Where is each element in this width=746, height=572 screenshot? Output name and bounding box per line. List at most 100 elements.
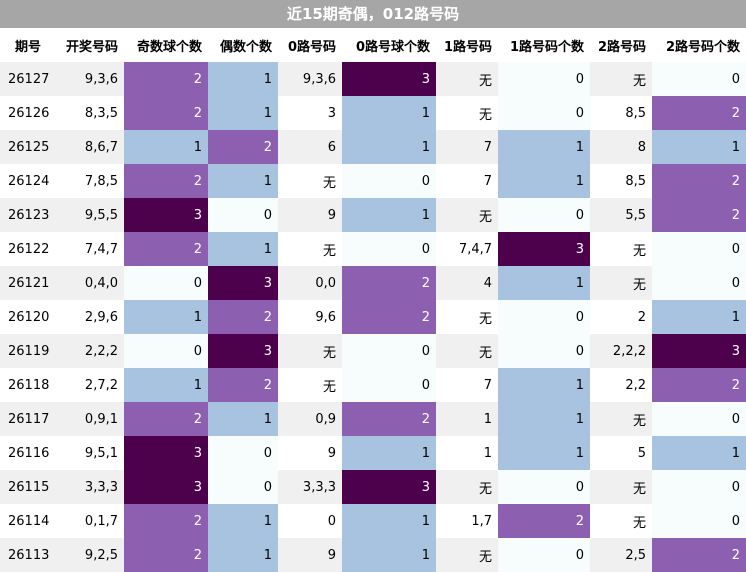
- table-row: 26115 3,3,3 3 0 3,3,3 3 无 0 无 0: [0, 470, 746, 504]
- cell-draw-numbers: 0,9,1: [56, 402, 124, 436]
- cell-odd-count: 2: [124, 164, 208, 198]
- cell-even-count: 2: [208, 300, 278, 334]
- cell-route0-numbers: 9,6: [278, 300, 342, 334]
- cell-route2-numbers: 5: [590, 436, 652, 470]
- cell-route0-count: 1: [342, 436, 436, 470]
- cell-route0-count: 2: [342, 300, 436, 334]
- cell-draw-numbers: 8,3,5: [56, 96, 124, 130]
- cell-route0-count: 3: [342, 470, 436, 504]
- cell-route1-count: 1: [498, 164, 590, 198]
- cell-route0-count: 0: [342, 164, 436, 198]
- cell-route0-count: 1: [342, 504, 436, 538]
- cell-issue: 26114: [0, 504, 56, 538]
- cell-draw-numbers: 7,8,5: [56, 164, 124, 198]
- cell-issue: 26120: [0, 300, 56, 334]
- cell-route2-count: 2: [652, 164, 746, 198]
- cell-route0-numbers: 0,9: [278, 402, 342, 436]
- header-route0-count: 0路号球个数: [342, 29, 436, 62]
- cell-route1-numbers: 无: [436, 470, 498, 504]
- cell-route2-count: 0: [652, 504, 746, 538]
- cell-route0-count: 1: [342, 96, 436, 130]
- cell-route0-numbers: 无: [278, 232, 342, 266]
- table-row: 26118 2,7,2 1 2 无 0 7 1 2,2 2: [0, 368, 746, 402]
- cell-even-count: 1: [208, 62, 278, 96]
- cell-route0-numbers: 0,0: [278, 266, 342, 300]
- header-route2-count: 2路号码个数: [652, 29, 746, 62]
- table-row: 26124 7,8,5 2 1 无 0 7 1 8,5 2: [0, 164, 746, 198]
- cell-route2-count: 2: [652, 538, 746, 572]
- table-row: 26125 8,6,7 1 2 6 1 7 1 8 1: [0, 130, 746, 164]
- cell-route1-numbers: 7,4,7: [436, 232, 498, 266]
- cell-route1-numbers: 4: [436, 266, 498, 300]
- table-row: 26123 9,5,5 3 0 9 1 无 0 5,5 2: [0, 198, 746, 232]
- cell-route1-count: 3: [498, 232, 590, 266]
- cell-issue: 26117: [0, 402, 56, 436]
- cell-route2-count: 0: [652, 470, 746, 504]
- cell-issue: 26113: [0, 538, 56, 572]
- cell-draw-numbers: 7,4,7: [56, 232, 124, 266]
- lottery-stats-table: 期号 开奖号码 奇数球个数 偶数个数 0路号码 0路号球个数 1路号码 1路号码…: [0, 29, 746, 572]
- cell-route1-count: 0: [498, 538, 590, 572]
- cell-issue: 26115: [0, 470, 56, 504]
- cell-route2-numbers: 8,5: [590, 164, 652, 198]
- cell-odd-count: 3: [124, 198, 208, 232]
- cell-route0-count: 1: [342, 130, 436, 164]
- cell-route0-numbers: 无: [278, 334, 342, 368]
- cell-route1-count: 0: [498, 96, 590, 130]
- cell-issue: 26126: [0, 96, 56, 130]
- cell-route2-numbers: 无: [590, 470, 652, 504]
- table-row: 26119 2,2,2 0 3 无 0 无 0 2,2,2 3: [0, 334, 746, 368]
- cell-route2-count: 0: [652, 402, 746, 436]
- header-route2-numbers: 2路号码: [590, 29, 652, 62]
- cell-draw-numbers: 9,5,1: [56, 436, 124, 470]
- cell-route2-count: 1: [652, 436, 746, 470]
- cell-route1-numbers: 7: [436, 368, 498, 402]
- cell-route2-numbers: 无: [590, 402, 652, 436]
- cell-odd-count: 3: [124, 470, 208, 504]
- cell-route2-numbers: 无: [590, 62, 652, 96]
- cell-route2-count: 2: [652, 368, 746, 402]
- cell-route1-count: 0: [498, 198, 590, 232]
- cell-issue: 26118: [0, 368, 56, 402]
- cell-route2-numbers: 8: [590, 130, 652, 164]
- cell-route2-numbers: 2: [590, 300, 652, 334]
- cell-issue: 26116: [0, 436, 56, 470]
- cell-route0-count: 2: [342, 266, 436, 300]
- cell-route0-numbers: 无: [278, 368, 342, 402]
- table-row: 26114 0,1,7 2 1 0 1 1,7 2 无 0: [0, 504, 746, 538]
- cell-odd-count: 0: [124, 266, 208, 300]
- table-row: 26113 9,2,5 2 1 9 1 无 0 2,5 2: [0, 538, 746, 572]
- cell-odd-count: 2: [124, 62, 208, 96]
- cell-route0-numbers: 6: [278, 130, 342, 164]
- cell-issue: 26124: [0, 164, 56, 198]
- cell-route1-count: 0: [498, 300, 590, 334]
- cell-route1-numbers: 1: [436, 402, 498, 436]
- cell-draw-numbers: 9,3,6: [56, 62, 124, 96]
- cell-route2-count: 0: [652, 266, 746, 300]
- cell-odd-count: 1: [124, 130, 208, 164]
- cell-draw-numbers: 2,7,2: [56, 368, 124, 402]
- cell-odd-count: 0: [124, 334, 208, 368]
- cell-route1-numbers: 1: [436, 436, 498, 470]
- cell-route2-numbers: 无: [590, 266, 652, 300]
- cell-issue: 26125: [0, 130, 56, 164]
- cell-route0-count: 0: [342, 334, 436, 368]
- cell-draw-numbers: 9,2,5: [56, 538, 124, 572]
- cell-odd-count: 3: [124, 436, 208, 470]
- cell-route2-numbers: 无: [590, 504, 652, 538]
- cell-route1-numbers: 7: [436, 164, 498, 198]
- cell-route1-count: 1: [498, 266, 590, 300]
- cell-route0-count: 0: [342, 232, 436, 266]
- cell-route0-count: 1: [342, 198, 436, 232]
- cell-even-count: 1: [208, 96, 278, 130]
- cell-even-count: 1: [208, 538, 278, 572]
- cell-issue: 26119: [0, 334, 56, 368]
- table-row: 26122 7,4,7 2 1 无 0 7,4,7 3 无 0: [0, 232, 746, 266]
- header-route0-numbers: 0路号码: [278, 29, 342, 62]
- cell-route2-count: 3: [652, 334, 746, 368]
- cell-odd-count: 2: [124, 232, 208, 266]
- cell-route1-numbers: 无: [436, 96, 498, 130]
- cell-route2-count: 2: [652, 96, 746, 130]
- cell-even-count: 1: [208, 504, 278, 538]
- cell-route1-numbers: 1,7: [436, 504, 498, 538]
